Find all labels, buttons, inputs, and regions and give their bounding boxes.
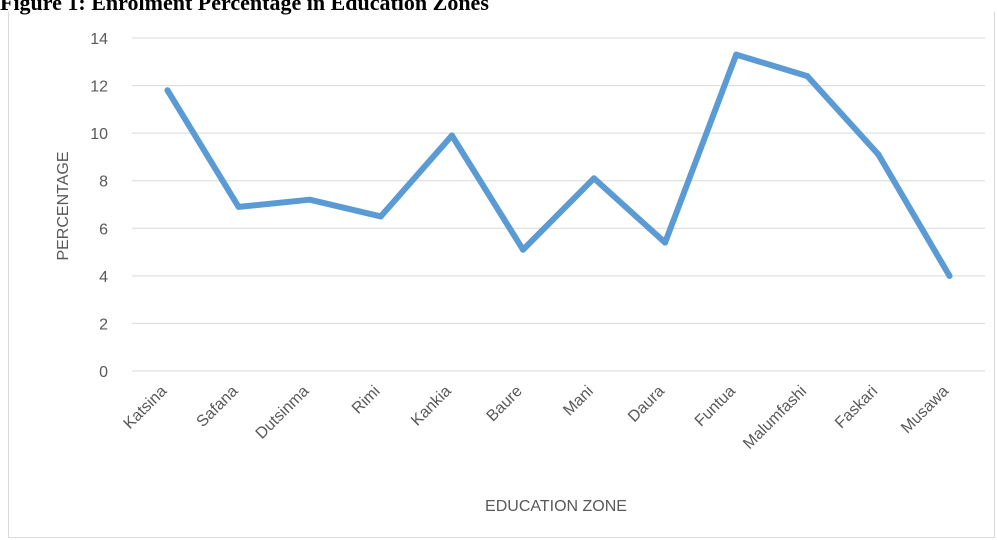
chart-frame	[8, 12, 995, 538]
y-tick-label-8: 8	[99, 174, 108, 191]
x-tick-label-mani: Mani	[560, 383, 597, 420]
x-tick-label-dutsinma: Dutsinma	[253, 383, 313, 443]
data-point-dutsinma	[306, 196, 313, 203]
y-tick-label-10: 10	[90, 126, 108, 143]
x-tick-label-baure: Baure	[484, 383, 526, 425]
x-tick-label-safana: Safana	[194, 383, 242, 431]
x-tick-label-kankia: Kankia	[408, 383, 455, 430]
x-tick-label-katsina: Katsina	[121, 383, 171, 433]
y-axis-title: PERCENTAGE	[55, 151, 72, 260]
data-point-katsina	[164, 87, 171, 94]
data-point-safana	[235, 203, 242, 210]
data-point-mani	[591, 175, 598, 182]
data-point-daura	[662, 239, 669, 246]
y-tick-label-6: 6	[99, 221, 108, 238]
data-point-rimi	[377, 213, 384, 220]
series-layer	[164, 51, 953, 279]
series-line-0	[164, 51, 953, 279]
x-axis-title: EDUCATION ZONE	[485, 498, 627, 515]
y-tick-label-12: 12	[90, 79, 108, 96]
y-tick-label-0: 0	[99, 364, 108, 381]
x-tick-label-musawa: Musawa	[898, 383, 952, 437]
x-tick-label-malumfashi: Malumfashi	[740, 383, 810, 453]
y-tick-label-4: 4	[99, 269, 108, 286]
y-tick-label-2: 2	[99, 316, 108, 333]
gridlines	[132, 37, 985, 372]
x-tick-label-rimi: Rimi	[349, 383, 384, 418]
data-point-baure	[519, 246, 526, 253]
x-tick-label-daura: Daura	[625, 383, 668, 426]
data-point-kankia	[448, 132, 455, 139]
y-tick-label-14: 14	[90, 31, 108, 48]
x-axis-ticks: Katsina Safana Dutsinma Rimi Kankia Baure Mani…	[121, 383, 953, 453]
figure-title: Figure 1: Enrolment Percentage in Educat…	[0, 0, 489, 15]
data-point-faskari	[875, 151, 882, 158]
y-axis-ticks: 0 2 4 6 8 10 12 14	[90, 31, 108, 381]
x-tick-label-faskari: Faskari	[832, 383, 881, 432]
x-tick-label-funtua: Funtua	[692, 383, 739, 430]
data-point-funtua	[733, 51, 740, 58]
data-point-malumfashi	[804, 73, 811, 80]
data-point-musawa	[946, 272, 953, 279]
